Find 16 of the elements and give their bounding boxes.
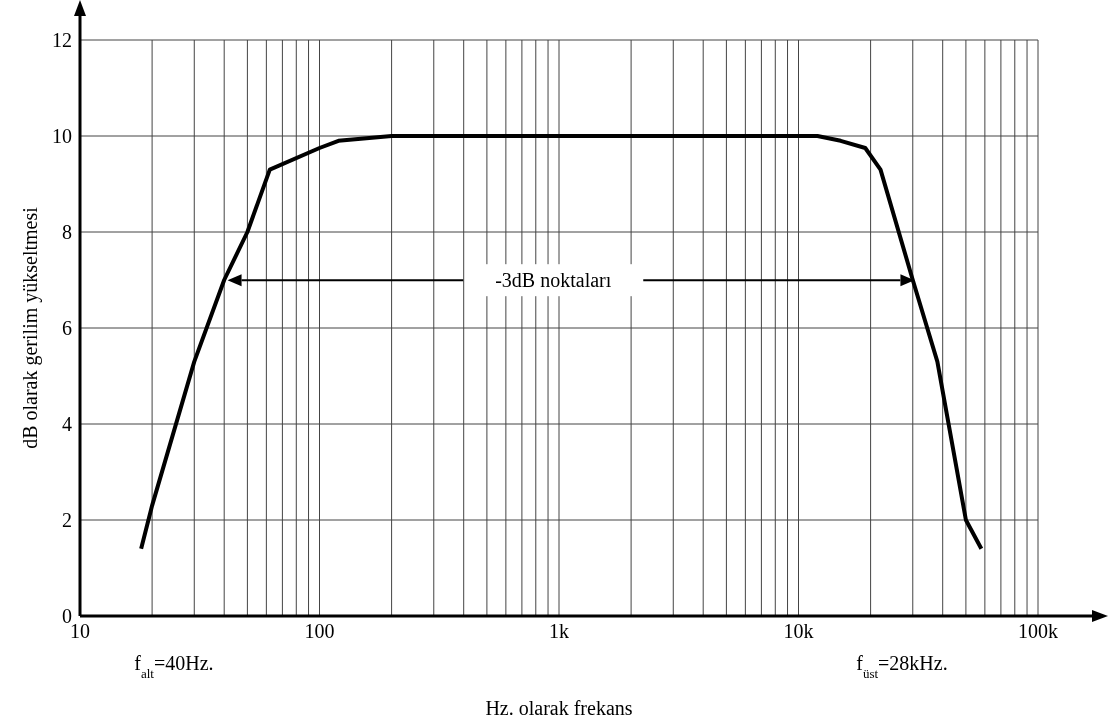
x-tick-label: 1k [549,620,569,643]
y-tick-label: 4 [62,413,72,436]
x-tick-label: 100 [304,620,335,643]
annotation: -3dB noktaları [495,269,612,292]
x-axis-title: Hz. olarak frekans [485,697,633,720]
x-tick-label: 10k [783,620,814,643]
text: f$_{üst}$=28kHz. [856,652,948,681]
y-axis-title: dB olarak gerilim yükseltmesi [19,206,43,449]
y-tick-label: 0 [62,605,72,628]
y-tick-label: 2 [62,509,72,532]
y-tick-label: 12 [52,29,72,52]
y-tick-label: 6 [62,317,72,340]
text: f$_{alt}$=40Hz. [134,652,214,681]
x-tick-label: 100k [1018,620,1058,643]
y-tick-label: 10 [52,125,72,148]
y-tick-label: 8 [62,221,72,244]
